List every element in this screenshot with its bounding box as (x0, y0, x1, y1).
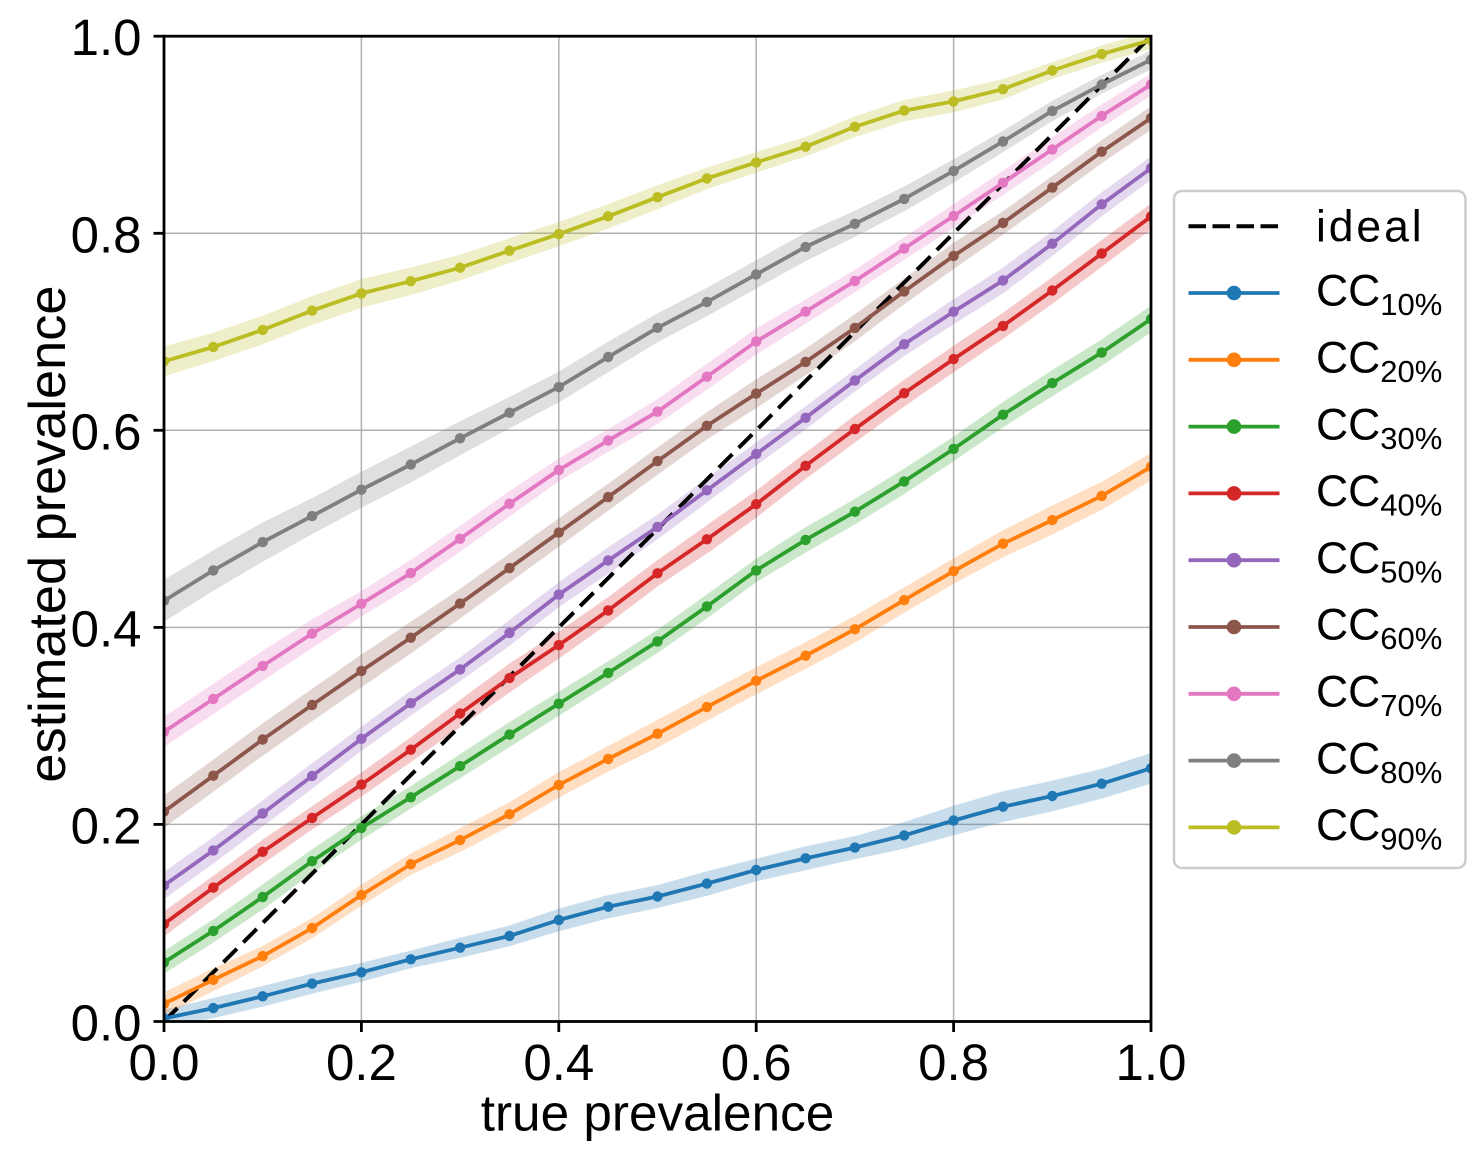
svg-text:ideal: ideal (1316, 203, 1425, 252)
svg-text:0.6: 0.6 (721, 1034, 792, 1091)
svg-text:1.0: 1.0 (1116, 1034, 1187, 1091)
svg-text:0.0: 0.0 (129, 1034, 200, 1091)
svg-text:0.2: 0.2 (326, 1034, 397, 1091)
svg-text:estimated prevalence: estimated prevalence (19, 286, 77, 783)
svg-text:CC10%: CC10% (1316, 267, 1442, 323)
svg-text:0.6: 0.6 (71, 403, 142, 460)
svg-text:0.2: 0.2 (71, 797, 142, 854)
svg-text:CC20%: CC20% (1316, 334, 1442, 390)
svg-text:1.0: 1.0 (71, 9, 142, 66)
svg-text:0.8: 0.8 (918, 1034, 989, 1091)
svg-text:CC70%: CC70% (1316, 668, 1442, 724)
svg-text:true prevalence: true prevalence (481, 1085, 835, 1142)
svg-text:0.8: 0.8 (71, 206, 142, 263)
svg-text:0.0: 0.0 (71, 995, 142, 1052)
svg-text:0.4: 0.4 (71, 600, 142, 657)
svg-text:0.4: 0.4 (523, 1034, 594, 1091)
